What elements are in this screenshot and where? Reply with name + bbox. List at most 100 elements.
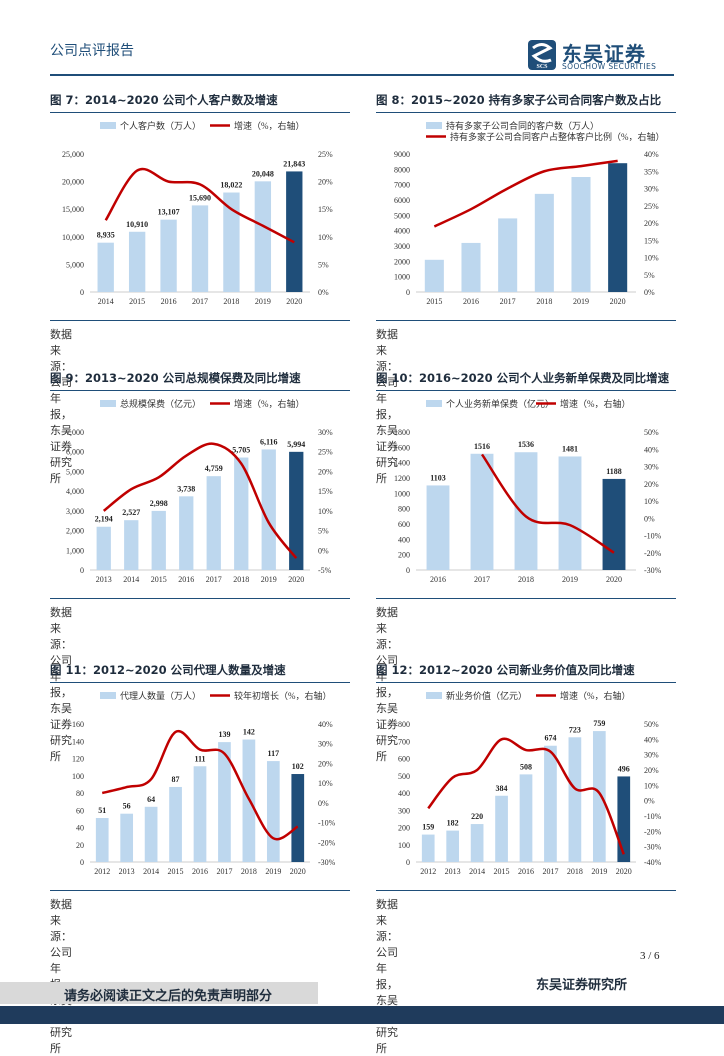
bar [151,510,166,570]
left-axis-tick: 6,000 [66,448,84,457]
figure-title: 图 9：2013~2020 公司总规模保费及同比增速 [50,371,301,385]
figure-title: 图 7：2014~2020 公司个人客户数及增速 [50,93,278,107]
right-axis-tick: 10% [318,779,333,788]
x-axis-tick: 2020 [606,575,622,584]
legend-line-label: 较年初增长（%，右轴） [234,690,332,701]
right-axis-tick: 40% [644,735,659,744]
right-axis-tick: 10% [644,497,659,506]
right-axis-tick: 15% [318,487,333,496]
legend-bar-label: 持有多家子公司合同的客户数（万人） [446,120,599,131]
bar-value-label: 182 [447,819,459,828]
left-axis-tick: 0 [80,858,84,867]
x-axis-tick: 2017 [192,297,208,306]
bar [261,449,276,570]
right-axis-tick: 20% [318,467,333,476]
source-note: 数据来源：公司年报，东吴证券研究所 [50,898,72,1055]
bar [461,242,481,292]
right-axis-tick: 0% [318,546,329,555]
right-axis-tick: 30% [644,463,659,472]
right-axis-tick: -20% [644,549,662,558]
bar-value-label: 2,527 [122,508,140,517]
right-axis-tick: 40% [644,150,659,159]
bar [571,177,591,292]
right-axis-tick: 5% [318,260,329,269]
left-axis-tick: 0 [406,858,410,867]
bar [558,456,582,570]
bar [446,830,460,862]
left-axis-tick: 800 [398,505,410,514]
right-axis-tick: -10% [644,532,662,541]
right-axis-tick: -20% [318,838,336,847]
left-axis-tick: 400 [398,535,410,544]
bar [534,193,554,292]
bar-value-label: 508 [520,762,532,771]
bar [498,218,518,292]
bar [124,520,139,570]
page-number: 3 / 6 [640,950,660,962]
brand-name-en: SOOCHOW SECURITIES [562,62,657,71]
growth-line [104,167,295,244]
legend-line-label: 增速（%，右轴） [560,398,631,409]
right-axis-tick: 0% [644,514,655,523]
bar [617,776,631,862]
title-rule [50,112,350,113]
growth-line [427,737,625,855]
x-axis-tick: 2016 [161,297,177,306]
bar [96,526,111,570]
x-axis-tick: 2018 [233,575,249,584]
source-note: 数据来源：公司年报，东吴证券研究所 [376,328,398,485]
legend-line-label: 增速（%，右轴） [234,120,305,131]
right-axis-tick: -10% [318,819,336,828]
x-axis-tick: 2015 [168,867,184,876]
bar [254,181,272,292]
legend-bar-label: 总规模保费（亿元） [120,398,201,409]
bar-value-label: 759 [593,719,605,728]
legend-line-label: 持有多家子公司合同客户占整体客户比例（%，右轴） [450,131,665,142]
x-axis-tick: 2012 [420,867,436,876]
right-axis-tick: 30% [318,740,333,749]
chart-fig7: 个人客户数（万人） 增速（%，右轴） 0 5,000 10,000 15,000 20,00… [62,120,333,306]
bar-value-label: 20,048 [252,169,274,178]
source-rule [50,320,350,321]
left-axis-tick: 1000 [394,273,410,282]
bar [218,742,231,862]
left-axis-tick: 9000 [394,150,410,159]
x-axis-tick: 2013 [445,867,461,876]
right-axis-tick: 10% [644,254,659,263]
footer-firm: 东吴证券研究所 [536,978,628,993]
left-axis-tick: 20,000 [62,178,84,187]
x-axis-tick: 2016 [518,867,534,876]
left-axis-tick: 400 [398,789,410,798]
right-axis-tick: 0% [318,799,329,808]
right-axis-tick: -30% [644,843,662,852]
bar [193,766,207,862]
left-axis-tick: 5,000 [66,467,84,476]
bar-value-label: 10,910 [126,220,148,229]
bar [234,457,249,570]
left-axis-tick: 25,000 [62,150,84,159]
left-axis-tick: 20 [76,841,84,850]
bar [470,453,494,570]
bar [191,205,209,292]
source-rule [50,890,350,891]
left-axis-tick: 2,000 [66,527,84,536]
left-axis-tick: 100 [398,841,410,850]
x-axis-tick: 2020 [610,297,626,306]
bar-value-label: 4,759 [205,464,223,473]
right-axis-tick: 5% [644,271,655,280]
x-axis-tick: 2019 [265,867,281,876]
x-axis-tick: 2018 [518,575,534,584]
right-axis-tick: 25% [318,150,333,159]
left-axis-tick: 4000 [394,227,410,236]
bar-value-label: 2,194 [95,515,113,524]
bar [128,231,146,292]
bar-value-label: 6,116 [260,437,278,446]
right-axis-tick: 50% [644,720,659,729]
bar-value-label: 2,998 [150,499,168,508]
bar [179,496,194,570]
bar [289,451,304,570]
right-axis-tick: 15% [318,205,333,214]
left-axis-tick: 15,000 [62,205,84,214]
left-axis-tick: 0 [406,566,410,575]
logo-mark-text: SCS [536,64,548,70]
